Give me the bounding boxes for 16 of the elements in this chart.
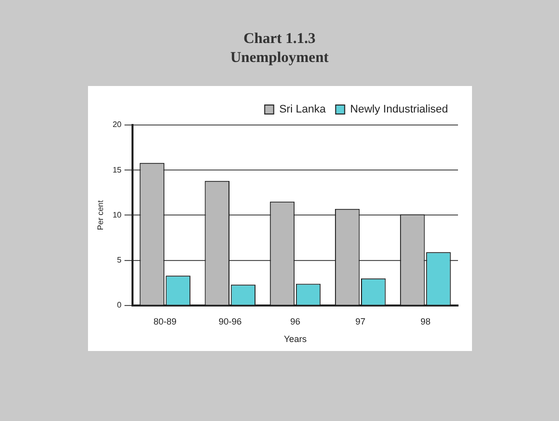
y-tick-label: 0 bbox=[117, 300, 122, 310]
chart-title: Chart 1.1.3 bbox=[242, 30, 317, 49]
y-tick-label: 15 bbox=[112, 165, 122, 174]
legend-label: Sri Lanka bbox=[279, 104, 327, 116]
x-tick-label: 90-96 bbox=[218, 316, 242, 326]
y-tick-label: 20 bbox=[112, 120, 122, 130]
y-tick-label: 10 bbox=[112, 210, 122, 220]
chart-subtitle: Unemployment bbox=[229, 49, 330, 68]
x-tick-label: 96 bbox=[290, 316, 300, 326]
x-axis-title: Years bbox=[284, 334, 308, 344]
x-tick-label: 80-89 bbox=[154, 316, 177, 326]
y-axis-title: Per cent bbox=[96, 200, 106, 230]
y-tick-label: 5 bbox=[117, 256, 122, 265]
x-tick-label: 98 bbox=[420, 316, 430, 326]
legend-label: Newly Industrialised bbox=[350, 104, 448, 116]
x-tick-label: 97 bbox=[355, 316, 366, 326]
